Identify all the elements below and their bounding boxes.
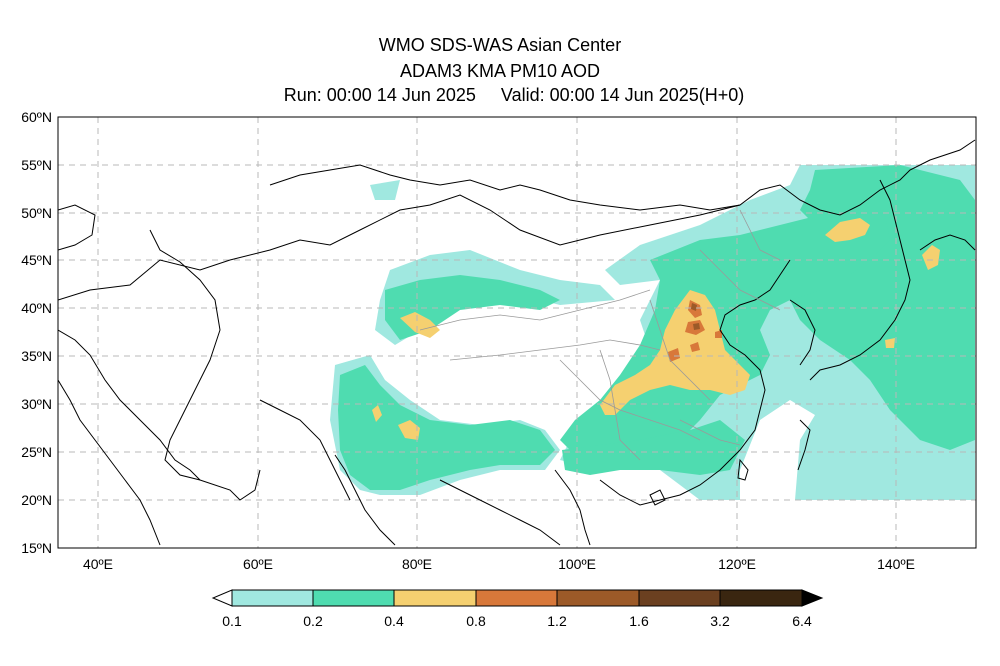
valid-time: Valid: 00:00 14 Jun 2025(H+0) xyxy=(500,85,745,105)
run-time: Run: 00:00 14 Jun 2025 xyxy=(283,85,476,105)
colorbar-label: 1.6 xyxy=(629,613,649,629)
lat-labels: 60ºN 55ºN 50ºN 45ºN 40ºN 35ºN 30ºN 25ºN … xyxy=(21,109,52,556)
title-center: WMO SDS-WAS Asian Center xyxy=(378,35,622,55)
lat-label: 20ºN xyxy=(21,492,52,508)
lon-label: 140ºE xyxy=(877,556,915,572)
colorbar-label: 0.2 xyxy=(303,613,323,629)
colorbar-segment xyxy=(638,589,721,607)
colorbar-label: 0.8 xyxy=(466,613,486,629)
colorbar-high-arrow xyxy=(801,589,824,607)
lon-label: 100ºE xyxy=(558,556,596,572)
lon-labels: 40ºE 60ºE 80ºE 100ºE 120ºE 140ºE xyxy=(83,556,915,572)
lat-label: 15ºN xyxy=(21,540,52,556)
lat-label: 30ºN xyxy=(21,396,52,412)
colorbar-label: 3.2 xyxy=(710,613,730,629)
lon-label: 40ºE xyxy=(83,556,113,572)
map-frame xyxy=(57,116,977,549)
coastlines xyxy=(58,139,976,546)
lat-label: 60ºN xyxy=(21,109,52,125)
title-run-valid: Run: 00:00 14 Jun 2025 Valid: 00:00 14 J… xyxy=(14,84,1000,106)
lat-label: 45ºN xyxy=(21,252,52,268)
colorbar-label: 1.2 xyxy=(547,613,567,629)
lat-label: 25ºN xyxy=(21,444,52,460)
colorbar-segment xyxy=(231,589,314,607)
colorbar-label: 0.4 xyxy=(384,613,404,629)
lat-label: 40ºN xyxy=(21,300,52,316)
colorbar-segment xyxy=(312,589,395,607)
internal-borders xyxy=(419,209,781,461)
lat-label: 50ºN xyxy=(21,205,52,221)
colorbar-label: 0.1 xyxy=(222,613,242,629)
gridlines xyxy=(58,117,976,548)
aod-field xyxy=(330,165,975,500)
lat-label: 55ºN xyxy=(21,157,52,173)
colorbar: 0.1 0.2 0.4 0.8 1.2 1.6 3.2 6.4 xyxy=(211,589,824,629)
colorbar-segment xyxy=(719,589,803,607)
colorbar-segment xyxy=(475,589,558,607)
colorbar-segment xyxy=(393,589,477,607)
lat-label: 35ºN xyxy=(21,348,52,364)
colorbar-label: 6.4 xyxy=(792,613,812,629)
lon-label: 60ºE xyxy=(243,556,273,572)
lon-label: 80ºE xyxy=(402,556,432,572)
title-product: ADAM3 KMA PM10 AOD xyxy=(399,61,601,81)
colorbar-segment xyxy=(556,589,640,607)
colorbar-low-arrow xyxy=(211,589,233,607)
lon-label: 120ºE xyxy=(718,556,756,572)
